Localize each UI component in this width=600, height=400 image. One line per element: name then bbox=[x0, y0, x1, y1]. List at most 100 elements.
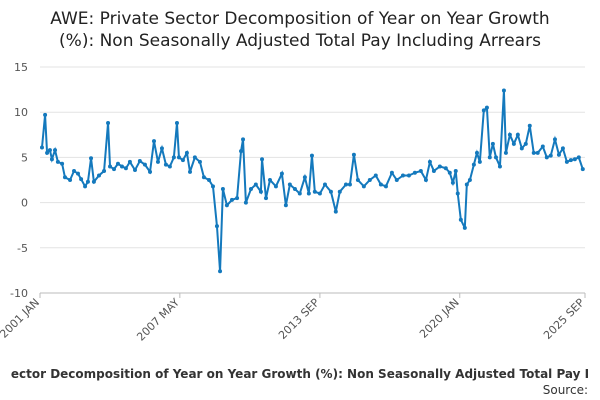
point bbox=[544, 155, 549, 160]
point bbox=[447, 170, 452, 175]
point bbox=[142, 162, 147, 167]
point bbox=[260, 157, 265, 162]
point bbox=[267, 178, 272, 182]
point bbox=[535, 150, 540, 155]
point bbox=[361, 184, 366, 189]
point bbox=[511, 141, 516, 146]
point bbox=[427, 159, 432, 164]
point bbox=[112, 167, 117, 172]
point bbox=[355, 178, 360, 182]
point bbox=[229, 197, 234, 202]
y-tick-label: 0 bbox=[21, 197, 28, 210]
point bbox=[317, 191, 322, 196]
point bbox=[531, 150, 536, 155]
point bbox=[39, 145, 44, 150]
point bbox=[108, 164, 113, 169]
point bbox=[197, 159, 202, 164]
point bbox=[60, 161, 65, 166]
chart-title-line: AWE: Private Sector Decomposition of Yea… bbox=[50, 9, 549, 29]
point bbox=[501, 88, 506, 93]
point bbox=[102, 168, 107, 173]
point bbox=[572, 157, 577, 162]
point bbox=[155, 159, 160, 164]
point bbox=[47, 148, 52, 153]
point bbox=[207, 178, 212, 182]
series-line bbox=[40, 90, 584, 272]
point bbox=[378, 182, 383, 187]
point bbox=[171, 155, 176, 160]
point bbox=[412, 170, 417, 175]
point bbox=[515, 132, 520, 137]
point bbox=[552, 137, 557, 142]
point bbox=[576, 155, 581, 160]
point bbox=[394, 178, 399, 182]
point bbox=[497, 164, 502, 169]
point bbox=[580, 167, 585, 172]
y-tick-label: -5 bbox=[17, 242, 28, 255]
point bbox=[450, 180, 455, 185]
point bbox=[347, 182, 352, 187]
source: Source: bbox=[543, 383, 588, 397]
point bbox=[343, 182, 348, 187]
point bbox=[467, 178, 472, 182]
point bbox=[490, 141, 495, 146]
point bbox=[83, 184, 88, 189]
point bbox=[540, 144, 545, 149]
point bbox=[263, 196, 268, 201]
y-tick-label: -10 bbox=[10, 287, 28, 300]
point bbox=[55, 159, 60, 164]
caption: ector Decomposition of Year on Year Grow… bbox=[11, 367, 589, 381]
point bbox=[527, 123, 532, 128]
point bbox=[239, 149, 244, 154]
point bbox=[507, 132, 512, 137]
point bbox=[119, 164, 124, 169]
point bbox=[351, 152, 356, 157]
point bbox=[389, 170, 394, 175]
point bbox=[68, 178, 73, 182]
point bbox=[474, 150, 479, 155]
point bbox=[241, 137, 246, 142]
point bbox=[568, 158, 573, 163]
y-tick-label: 15 bbox=[14, 61, 28, 74]
point bbox=[373, 173, 378, 178]
point bbox=[235, 196, 240, 201]
point bbox=[159, 146, 164, 151]
point bbox=[455, 191, 460, 196]
point bbox=[337, 189, 342, 194]
point bbox=[188, 169, 193, 174]
point bbox=[548, 153, 553, 158]
point bbox=[201, 175, 206, 180]
point bbox=[437, 164, 442, 169]
point bbox=[418, 168, 423, 173]
point bbox=[210, 184, 215, 189]
point bbox=[312, 189, 317, 194]
point bbox=[174, 121, 179, 126]
point bbox=[127, 159, 132, 164]
point bbox=[458, 217, 463, 222]
point bbox=[556, 152, 561, 157]
x-tick-label: 2001 JAN bbox=[0, 296, 42, 341]
point bbox=[519, 146, 524, 151]
point bbox=[85, 179, 90, 184]
point bbox=[309, 153, 314, 158]
point bbox=[471, 162, 476, 167]
point bbox=[45, 150, 50, 155]
point bbox=[253, 182, 258, 187]
x-tick-label: 2013 SEP bbox=[276, 296, 322, 342]
point bbox=[383, 184, 388, 189]
point bbox=[163, 162, 168, 167]
point bbox=[224, 203, 229, 208]
point bbox=[484, 105, 489, 110]
point bbox=[180, 158, 185, 163]
point bbox=[137, 159, 142, 164]
point bbox=[91, 179, 96, 184]
point bbox=[406, 173, 411, 178]
point bbox=[75, 171, 80, 176]
point bbox=[423, 178, 428, 182]
point bbox=[503, 150, 508, 155]
point bbox=[481, 108, 486, 113]
x-tick-label: 2020 JAN bbox=[417, 296, 462, 341]
point bbox=[176, 155, 181, 160]
point bbox=[493, 155, 498, 160]
point bbox=[96, 173, 101, 178]
